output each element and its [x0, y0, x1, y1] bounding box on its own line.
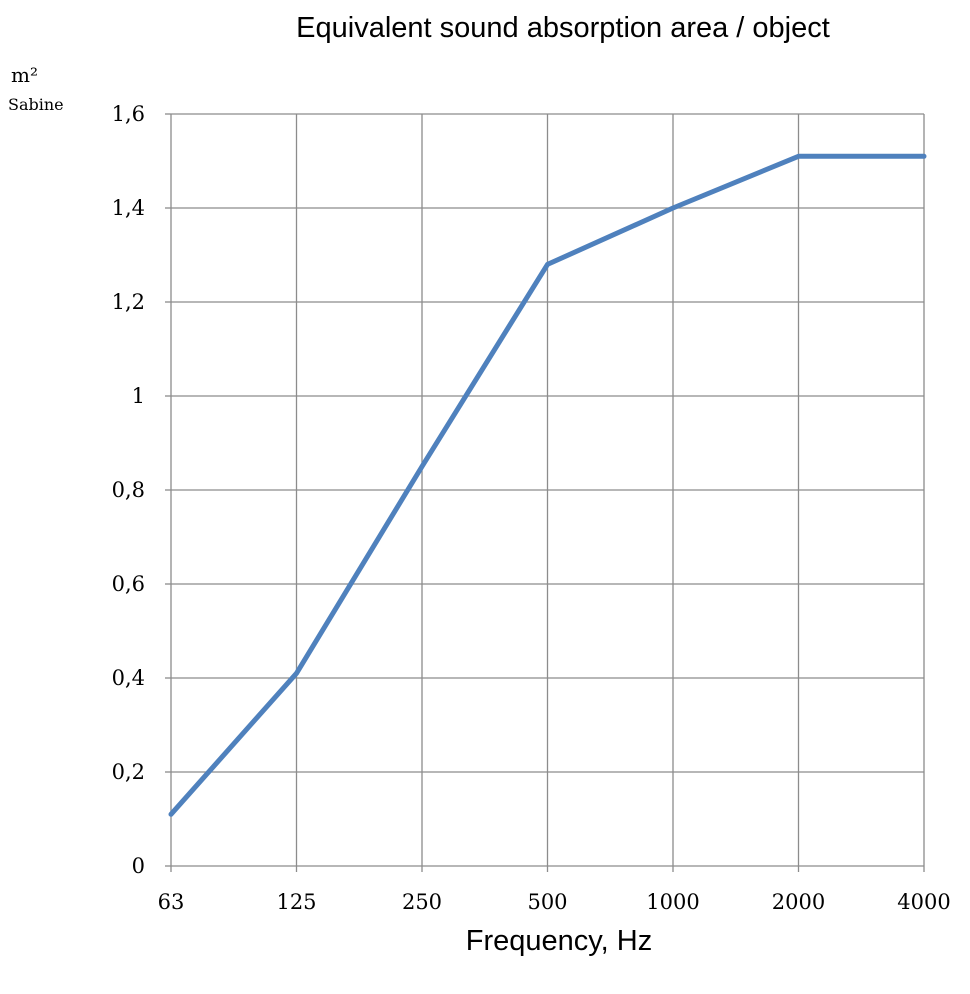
- y-tick-label: 1,4: [112, 196, 145, 220]
- y-axis-unit-sub: Sabine: [8, 95, 64, 114]
- x-tick-label: 250: [402, 890, 442, 914]
- x-axis-label: Frequency, Hz: [466, 925, 652, 957]
- y-tick-label: 0,2: [112, 760, 145, 784]
- series-layer: [168, 153, 927, 817]
- y-tick-label: 1,6: [112, 102, 145, 126]
- y-tick-labels: 0 0,2 0,4 0,6 0,8 1 1,2 1,4 1,6: [112, 102, 145, 878]
- x-tick-label: 2000: [772, 890, 825, 914]
- x-tick-label: 500: [527, 890, 567, 914]
- chart-title: Equivalent sound absorption area / objec…: [296, 12, 830, 44]
- grid: [171, 113, 925, 866]
- x-tick-label: 125: [276, 890, 316, 914]
- y-tick-label: 0,8: [112, 478, 145, 502]
- x-tick-label: 63: [158, 890, 185, 914]
- series-line-0: [168, 153, 927, 817]
- y-tick-label: 0: [132, 854, 145, 878]
- axes: [165, 113, 925, 872]
- y-tick-label: 0,4: [112, 666, 145, 690]
- y-tick-label: 1: [132, 384, 145, 408]
- x-tick-labels: 63 125 250 500 1000 2000 4000: [158, 890, 951, 914]
- y-tick-label: 0,6: [112, 572, 145, 596]
- y-tick-label: 1,2: [112, 290, 145, 314]
- x-tick-label: 4000: [897, 890, 950, 914]
- x-tick-label: 1000: [646, 890, 699, 914]
- y-axis-unit: m²: [11, 63, 38, 87]
